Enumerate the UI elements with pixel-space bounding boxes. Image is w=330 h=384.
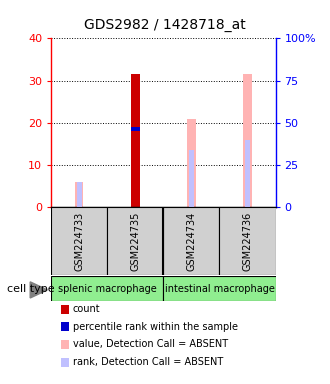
Bar (219, 207, 276, 275)
Bar (77, 182, 82, 207)
Bar (107, 207, 163, 275)
Text: GDS2982 / 1428718_at: GDS2982 / 1428718_at (84, 18, 246, 32)
Bar (51, 276, 163, 301)
Text: GSM224735: GSM224735 (130, 211, 140, 271)
Bar (243, 74, 252, 207)
Text: GSM224736: GSM224736 (243, 211, 252, 271)
Text: rank, Detection Call = ABSENT: rank, Detection Call = ABSENT (73, 357, 223, 367)
Text: GSM224734: GSM224734 (186, 211, 196, 271)
Text: count: count (73, 304, 100, 314)
Bar (187, 119, 196, 207)
Text: cell type: cell type (7, 284, 54, 294)
Bar (163, 207, 219, 275)
Text: intestinal macrophage: intestinal macrophage (165, 284, 274, 294)
Bar (51, 207, 107, 275)
Text: value, Detection Call = ABSENT: value, Detection Call = ABSENT (73, 339, 228, 349)
Polygon shape (30, 282, 48, 298)
Bar (245, 140, 250, 207)
Bar (189, 150, 194, 207)
Bar (131, 127, 140, 131)
Bar (163, 276, 276, 301)
Text: percentile rank within the sample: percentile rank within the sample (73, 322, 238, 332)
Bar (75, 182, 83, 207)
Text: splenic macrophage: splenic macrophage (58, 284, 157, 294)
Bar (131, 74, 140, 207)
Text: GSM224733: GSM224733 (74, 211, 84, 271)
